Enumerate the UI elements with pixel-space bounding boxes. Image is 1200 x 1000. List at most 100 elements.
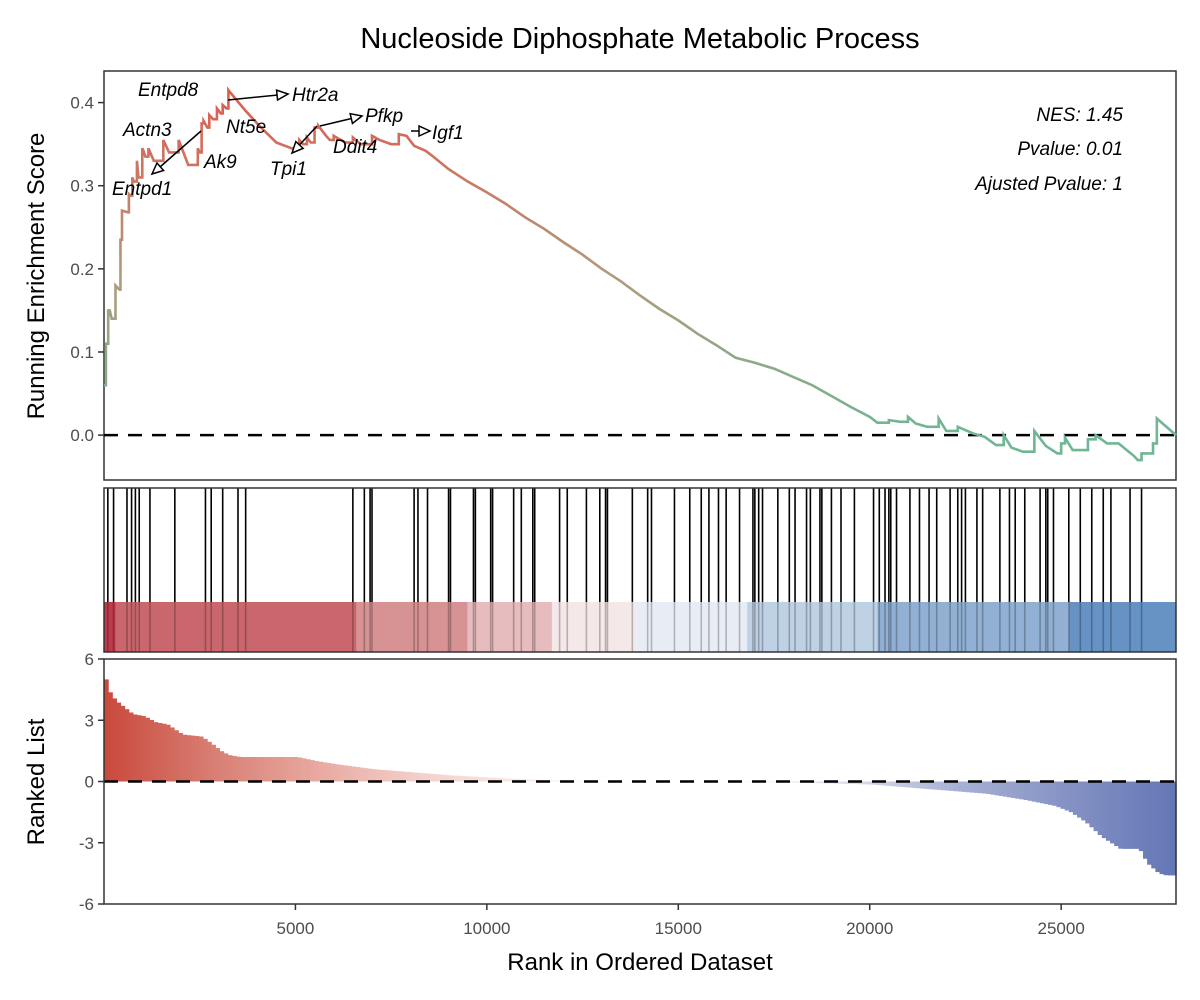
ranked-list-bar bbox=[330, 763, 336, 782]
ranked-list-bar bbox=[1072, 781, 1078, 815]
ranked-list-bar bbox=[1097, 781, 1103, 835]
ranked-y-tick-label: -6 bbox=[79, 895, 94, 914]
ranked-list-bar bbox=[297, 757, 303, 782]
rank-color-band bbox=[551, 602, 637, 652]
ranked-list-bar bbox=[116, 702, 122, 782]
ranked-list-bar bbox=[557, 780, 563, 782]
ranked-list-bar bbox=[339, 764, 344, 782]
ranked-list-bar bbox=[293, 757, 299, 782]
ranked-list-bar bbox=[1130, 781, 1136, 849]
ranked-list-bar bbox=[1011, 781, 1016, 798]
ranked-list-bar bbox=[458, 775, 464, 782]
ranked-list-bar bbox=[516, 778, 522, 782]
ranked-list-bar bbox=[190, 735, 196, 782]
ranked-list-bar bbox=[153, 722, 159, 782]
ranked-list-bar bbox=[388, 770, 394, 782]
ranked-list-bar bbox=[215, 748, 221, 782]
ranked-list-bar bbox=[602, 780, 608, 782]
ranked-list-bar bbox=[771, 781, 777, 783]
ranked-list-bar bbox=[413, 772, 418, 782]
gene-label-entpd8: Entpd8 bbox=[138, 80, 199, 101]
ranked-list-bar bbox=[207, 741, 212, 782]
rank-color-band bbox=[747, 602, 878, 652]
x-axis-title: Rank in Ordered Dataset bbox=[507, 949, 773, 976]
ranked-list-bar bbox=[112, 698, 117, 782]
ranked-list-bar bbox=[169, 727, 175, 782]
x-tick-label: 20000 bbox=[846, 919, 893, 938]
es-y-tick-label: 0.0 bbox=[70, 426, 94, 445]
ranked-list-bar bbox=[223, 753, 229, 782]
ranked-list-bar bbox=[248, 757, 254, 782]
ranked-list-bar bbox=[891, 781, 897, 787]
es-panel: 0.0 0.1 0.2 0.3 0.4 Entpd8 Htr2a Actn3 Entpd1 Nt… bbox=[23, 70, 1177, 481]
gene-label-ddit4: Ddit4 bbox=[333, 137, 377, 158]
ranked-list-bar bbox=[359, 767, 365, 782]
ranked-y-tick-label: 6 bbox=[85, 650, 94, 669]
ranked-list-bar bbox=[372, 769, 377, 782]
ranked-list-bar bbox=[1064, 781, 1070, 811]
ranked-list-bars bbox=[104, 679, 1177, 876]
ranked-y-axis-title: Ranked List bbox=[23, 718, 50, 845]
ranked-list-bar bbox=[1060, 781, 1066, 809]
ranked-list-bar bbox=[1167, 781, 1173, 876]
ranked-list-bar bbox=[574, 780, 579, 782]
gene-label-ak9: Ak9 bbox=[203, 152, 237, 173]
annotation-arrowhead bbox=[275, 89, 290, 102]
ranked-list-bar bbox=[957, 781, 963, 792]
ranked-list-bar bbox=[466, 776, 472, 782]
ranked-list-bar bbox=[306, 759, 311, 782]
ranked-list-bar bbox=[767, 781, 773, 783]
annotation-arrowhead bbox=[150, 161, 165, 176]
ranked-list-bar bbox=[479, 777, 484, 782]
ranked-list-bar bbox=[792, 781, 798, 783]
es-y-axis: 0.0 0.1 0.2 0.3 0.4 bbox=[70, 94, 104, 445]
ranked-y-tick-label: 0 bbox=[85, 773, 94, 792]
x-tick-label: 5000 bbox=[277, 919, 315, 938]
annotation-arrowhead bbox=[290, 140, 305, 155]
ranked-list-bar bbox=[437, 774, 443, 782]
ranked-list-bar bbox=[491, 777, 497, 782]
ranked-list-bar bbox=[268, 757, 274, 782]
gene-label-pfkp: Pfkp bbox=[365, 106, 403, 127]
ranked-list-bar bbox=[442, 774, 447, 782]
rank-color-bands bbox=[104, 602, 1176, 652]
nes-label: NES: 1.45 bbox=[1036, 105, 1123, 126]
ranked-list-bar bbox=[128, 712, 134, 782]
gene-label-nt5e: Nt5e bbox=[226, 117, 266, 138]
ranked-list-bar bbox=[132, 714, 138, 782]
x-tick-label: 25000 bbox=[1038, 919, 1085, 938]
ranked-list-bar bbox=[475, 776, 480, 782]
ranked-list-bar bbox=[982, 781, 987, 794]
ranked-list-bar bbox=[879, 781, 884, 786]
ranked-list-bar bbox=[924, 781, 930, 789]
ranked-list-bar bbox=[334, 764, 340, 782]
ranked-list-bar bbox=[1101, 781, 1107, 839]
ranked-list-bar bbox=[1105, 781, 1111, 841]
ranked-list-bar bbox=[186, 735, 192, 782]
ranked-list-bar bbox=[326, 763, 332, 782]
ranked-list-bar bbox=[920, 781, 926, 789]
ranked-list-bar bbox=[821, 781, 827, 784]
ranked-list-bar bbox=[157, 722, 163, 782]
ranked-list-bar bbox=[454, 775, 460, 782]
annotation-arrowhead bbox=[418, 124, 432, 138]
ranked-list-bar bbox=[986, 781, 992, 795]
ranked-list-bar bbox=[1056, 781, 1062, 808]
ranked-list-bar bbox=[219, 751, 225, 782]
ranked-list-bar bbox=[450, 775, 456, 782]
ranked-list-bar bbox=[627, 780, 633, 782]
ranked-list-bar bbox=[895, 781, 901, 787]
pvalue-label: Pvalue: 0.01 bbox=[1017, 139, 1123, 160]
ranked-list-bar bbox=[965, 781, 971, 793]
rank-color-band bbox=[115, 602, 357, 652]
ranked-list-bar bbox=[788, 781, 794, 783]
ranked-list-bar bbox=[1118, 781, 1123, 849]
ranked-list-bar bbox=[417, 772, 423, 782]
ranked-list-bar bbox=[487, 777, 493, 782]
ranked-list-bar bbox=[285, 757, 291, 782]
ranked-list-bar bbox=[508, 778, 513, 782]
ranked-list-bar bbox=[973, 781, 979, 793]
ranked-list-bar bbox=[1093, 781, 1099, 832]
ranked-list-bar bbox=[161, 723, 167, 782]
